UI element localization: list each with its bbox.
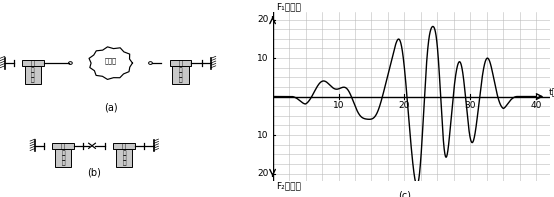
Text: 传: 传 xyxy=(122,151,126,156)
Text: 感: 感 xyxy=(61,156,65,161)
Text: 10: 10 xyxy=(257,131,269,139)
Text: 10: 10 xyxy=(257,54,269,62)
Text: 40: 40 xyxy=(531,101,542,110)
FancyBboxPatch shape xyxy=(116,149,132,167)
FancyBboxPatch shape xyxy=(172,66,188,84)
Text: 20: 20 xyxy=(257,169,269,178)
Text: 传: 传 xyxy=(179,68,182,73)
Text: 器: 器 xyxy=(61,161,65,166)
FancyBboxPatch shape xyxy=(22,60,44,66)
Text: t（秒）: t（秒） xyxy=(548,88,554,97)
Text: 感: 感 xyxy=(31,73,34,78)
Text: 30: 30 xyxy=(465,101,476,110)
Text: 感: 感 xyxy=(179,73,182,78)
Text: 力: 力 xyxy=(122,142,126,149)
Text: (a): (a) xyxy=(104,102,117,112)
Text: 力: 力 xyxy=(61,142,65,149)
Text: 力: 力 xyxy=(178,60,183,66)
Text: 器: 器 xyxy=(122,161,126,166)
Text: (b): (b) xyxy=(87,167,101,177)
FancyBboxPatch shape xyxy=(170,60,191,66)
Text: 硬纸板: 硬纸板 xyxy=(105,58,117,64)
Text: 10: 10 xyxy=(333,101,344,110)
Text: 传: 传 xyxy=(61,151,65,156)
Text: F₂（牛）: F₂（牛） xyxy=(276,181,301,190)
Text: 传: 传 xyxy=(31,68,34,73)
FancyBboxPatch shape xyxy=(55,149,71,167)
Text: 器: 器 xyxy=(179,78,182,83)
Text: (c): (c) xyxy=(398,191,411,197)
FancyBboxPatch shape xyxy=(25,66,41,84)
FancyBboxPatch shape xyxy=(53,143,74,149)
Text: 20: 20 xyxy=(399,101,410,110)
Text: 20: 20 xyxy=(257,15,269,24)
Text: 器: 器 xyxy=(31,78,34,83)
Text: 力: 力 xyxy=(30,60,35,66)
Text: F₁（牛）: F₁（牛） xyxy=(276,3,301,12)
Text: 感: 感 xyxy=(122,156,126,161)
FancyBboxPatch shape xyxy=(114,143,135,149)
